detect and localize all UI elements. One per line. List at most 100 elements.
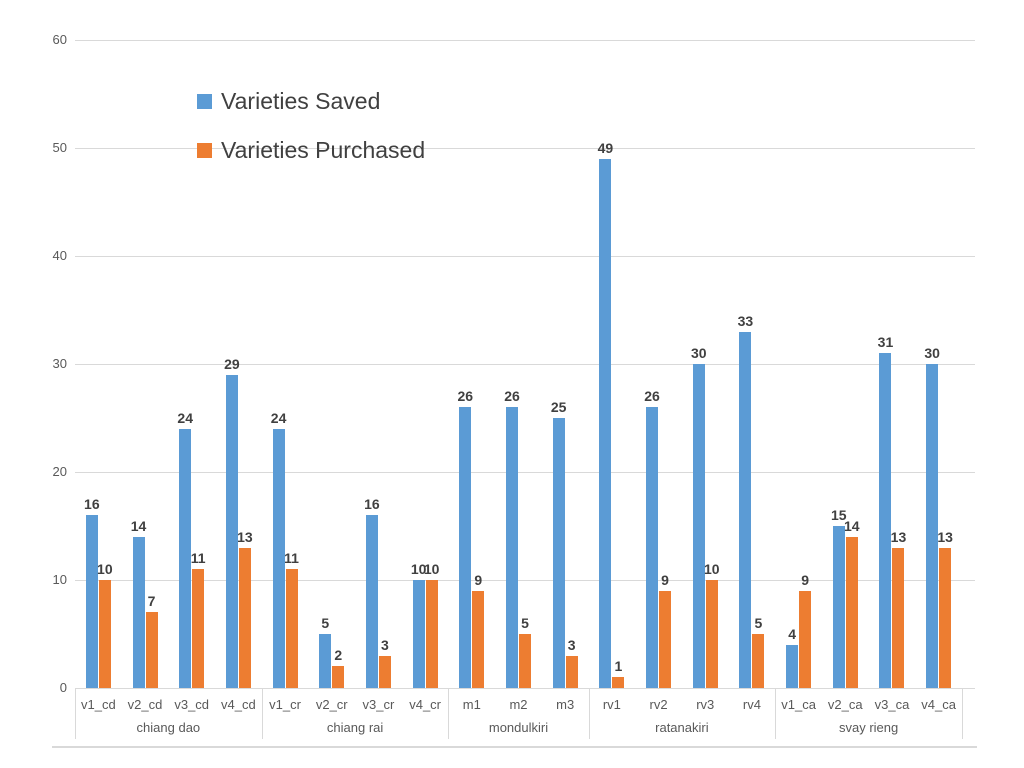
bar-label-saved-v3_ca: 31 [877, 334, 894, 351]
bar-label-purchased-m1: 9 [474, 571, 483, 588]
category-label-v1_cr: v1_cr [269, 697, 301, 712]
grid-line-20 [75, 472, 975, 473]
legend-swatch-saved [197, 93, 212, 109]
bar-label-saved-rv1: 49 [597, 139, 614, 156]
bar-saved-v3_ca [879, 353, 892, 688]
category-label-v3_cd: v3_cd [174, 697, 210, 712]
bar-saved-rv4 [739, 331, 752, 688]
bar-saved-v4_cr [412, 580, 425, 688]
bar-saved-v4_ca [926, 364, 939, 688]
bar-purchased-rv4 [752, 634, 765, 688]
y-tick-label-60: 60 [52, 32, 67, 47]
legend-label-saved: Varieties Saved [221, 88, 381, 114]
bar-label-saved-v3_cr: 16 [364, 496, 380, 513]
bar-purchased-v1_ca [799, 590, 812, 688]
group-label-ratanakiri: ratanakiri [655, 720, 709, 735]
bar-label-purchased-v4_cd: 13 [237, 528, 253, 545]
bar-label-saved-v3_cd: 24 [177, 409, 193, 426]
bar-purchased-v2_cd [145, 612, 158, 688]
bar-saved-m2 [506, 407, 518, 688]
bar-label-purchased-v1_cr: 11 [284, 550, 299, 567]
category-label-rv1: rv1 [602, 697, 621, 712]
group-divider [448, 689, 450, 739]
category-label-v3_cr: v3_cr [362, 697, 395, 712]
group-label-chiang-rai: chiang rai [326, 720, 384, 735]
bar-purchased-v4_ca [939, 547, 952, 688]
bar-saved-v1_cr [272, 428, 285, 688]
axis-border-right [962, 689, 963, 739]
legend-label-purchased: Varieties Purchased [221, 137, 426, 163]
bar-label-saved-v4_cd: 29 [224, 355, 240, 372]
bar-label-saved-v2_ca: 15 [830, 507, 847, 523]
bar-label-saved-m1: 26 [457, 388, 474, 405]
bar-label-purchased-rv3: 10 [703, 561, 720, 577]
bar-purchased-v4_cd [238, 547, 251, 688]
bar-saved-v3_cd [179, 428, 192, 688]
bar-label-saved-rv2: 26 [644, 388, 660, 405]
bar-purchased-v3_ca [892, 547, 905, 688]
bar-purchased-v2_ca [845, 536, 858, 688]
bar-label-saved-rv3: 30 [690, 345, 707, 361]
bar-purchased-rv2 [659, 590, 672, 688]
bar-label-saved-m2: 26 [504, 388, 520, 405]
group-label-chiang-dao: chiang dao [136, 720, 201, 735]
bar-label-purchased-v3_ca: 13 [890, 528, 907, 545]
category-label-v1_ca: v1_ca [781, 697, 816, 712]
bar-purchased-m1 [472, 590, 485, 688]
bar-label-purchased-v3_cr: 3 [381, 636, 389, 653]
category-label-rv3: rv3 [696, 697, 715, 712]
bar-label-purchased-v2_ca: 14 [843, 517, 860, 534]
bar-label-saved-v2_cd: 14 [130, 517, 147, 534]
legend-item-saved: Varieties Saved [197, 88, 425, 114]
bar-saved-rv2 [646, 407, 659, 688]
grid-line-30 [75, 364, 975, 365]
category-label-v4_cd: v4_cd [221, 697, 256, 712]
group-label-svay-rieng: svay rieng [838, 720, 899, 735]
bar-saved-m3 [552, 418, 565, 688]
bar-saved-rv1 [599, 158, 612, 688]
bar-purchased-v1_cd [98, 580, 111, 688]
bar-purchased-v4_cr [425, 580, 438, 688]
chart-bottom-border [52, 746, 977, 748]
category-label-v3_ca: v3_ca [874, 697, 910, 712]
bar-purchased-v2_cr [332, 666, 345, 688]
chart-legend: Varieties Saved Varieties Purchased [197, 88, 425, 186]
y-tick-label-20: 20 [52, 464, 67, 479]
grid-line-0 [75, 688, 975, 689]
bar-label-saved-v4_cr: 10 [410, 561, 427, 577]
bar-label-saved-m3: 25 [550, 399, 567, 415]
grid-line-40 [75, 256, 975, 257]
bar-label-purchased-v1_ca: 9 [801, 571, 809, 588]
bar-purchased-rv1 [612, 677, 625, 688]
category-label-m3: m3 [556, 697, 575, 712]
bar-label-purchased-v2_cr: 2 [334, 647, 343, 664]
bar-label-saved-v1_cr: 24 [270, 409, 287, 426]
bar-label-saved-v2_cr: 5 [321, 615, 330, 631]
category-label-v2_ca: v2_ca [827, 697, 863, 712]
bar-label-saved-v4_ca: 30 [924, 345, 940, 361]
y-tick-label-50: 50 [52, 140, 67, 155]
category-label-m1: m1 [462, 697, 481, 712]
y-tick-label-10: 10 [52, 572, 67, 587]
bar-purchased-v3_cd [192, 569, 205, 688]
bar-label-purchased-m2: 5 [521, 615, 529, 631]
bar-label-purchased-v2_cd: 7 [147, 593, 156, 610]
category-label-v4_ca: v4_ca [921, 697, 956, 712]
grid-line-50 [75, 148, 975, 149]
bar-purchased-m3 [565, 655, 578, 688]
bar-purchased-m2 [519, 634, 531, 688]
bar-purchased-v1_cr [285, 569, 298, 688]
bar-label-purchased-rv2: 9 [661, 571, 669, 588]
bar-saved-v1_cd [85, 515, 98, 688]
bar-label-purchased-v3_cd: 11 [190, 550, 206, 567]
group-divider [588, 689, 590, 739]
bar-saved-m1 [459, 407, 472, 688]
bar-saved-v1_ca [786, 644, 799, 688]
category-label-m2: m2 [509, 697, 528, 712]
grid-line-10 [75, 580, 975, 581]
bar-label-purchased-m3: 3 [567, 636, 576, 653]
group-label-mondulkiri: mondulkiri [488, 720, 549, 735]
category-label-rv4: rv4 [742, 697, 761, 712]
axis-border-left [75, 689, 76, 739]
